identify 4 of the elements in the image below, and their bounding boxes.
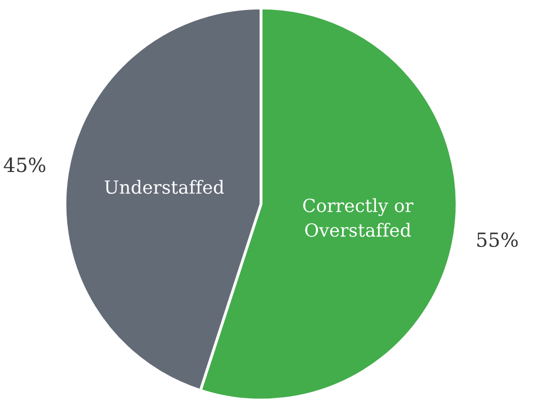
data-label: 55% (477, 232, 518, 248)
data-label: 45% (4, 158, 46, 172)
slice-label: Correctly or Overstaffed (303, 198, 414, 237)
slice-label: Understaffed (104, 180, 224, 194)
